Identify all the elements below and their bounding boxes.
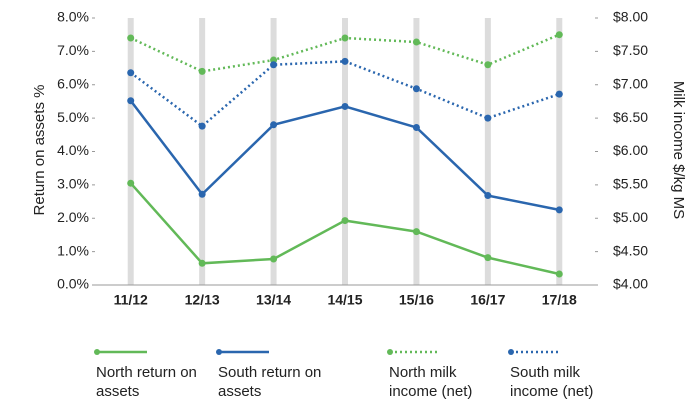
category-band: [199, 18, 206, 285]
y-tick-label: 0.0%: [57, 276, 89, 292]
y-tick-label: 1.0%: [57, 242, 89, 258]
data-point: [127, 69, 135, 77]
y-tick-label: 6.0%: [57, 75, 89, 91]
data-point: [198, 259, 206, 267]
y2-tick-label: $7.50: [613, 42, 648, 58]
data-point: [341, 34, 349, 42]
data-point: [555, 270, 563, 278]
data-point: [198, 67, 206, 75]
data-point: [484, 61, 492, 69]
data-point: [198, 190, 206, 198]
legend-label: South return on assets: [218, 364, 322, 400]
y-tick-label: 4.0%: [57, 142, 89, 158]
x-tick-label: 15/16: [399, 292, 434, 308]
data-point: [555, 206, 563, 214]
data-point: [484, 254, 492, 262]
y2-tick-label: $5.00: [613, 209, 648, 225]
data-point: [484, 192, 492, 200]
x-tick-label: 14/15: [327, 292, 362, 308]
y-tick-label: 2.0%: [57, 209, 89, 225]
y-tick-label: 3.0%: [57, 176, 89, 192]
data-point: [412, 85, 420, 93]
legend-label: North return on assets: [96, 364, 197, 400]
y2-axis-label: Milk income $/kg MS: [670, 81, 687, 219]
legend-marker: [216, 349, 222, 355]
data-point: [412, 38, 420, 46]
legend-marker: [387, 349, 393, 355]
data-point: [127, 34, 135, 42]
y2-tick-label: $7.00: [613, 75, 648, 91]
y-tick-label: 5.0%: [57, 109, 89, 125]
data-point: [270, 61, 278, 69]
y-tick-label: 8.0%: [57, 9, 89, 25]
data-point: [341, 217, 349, 225]
data-point: [341, 57, 349, 65]
data-point: [555, 31, 563, 39]
category-band: [270, 18, 277, 285]
legend-label: South milk income (net): [510, 364, 594, 400]
data-point: [484, 114, 492, 122]
y2-tick-label: $6.50: [613, 109, 648, 125]
data-point: [412, 228, 420, 236]
y-axis-label: Return on assets %: [31, 85, 48, 216]
x-tick-label: 16/17: [470, 292, 505, 308]
data-point: [270, 121, 278, 129]
x-tick-label: 17/18: [542, 292, 577, 308]
x-tick-label: 13/14: [256, 292, 291, 308]
y2-tick-label: $4.00: [613, 276, 648, 292]
legend-marker: [94, 349, 100, 355]
legend-marker: [508, 349, 514, 355]
legend-label: North milk income (net): [389, 364, 473, 400]
category-band: [484, 18, 491, 285]
data-point: [127, 97, 135, 105]
data-point: [270, 255, 278, 263]
data-point: [127, 179, 135, 187]
y2-tick-label: $5.50: [613, 176, 648, 192]
x-tick-label: 11/12: [114, 292, 148, 308]
data-point: [198, 122, 206, 130]
data-point: [341, 102, 349, 110]
category-band: [556, 18, 563, 285]
category-band: [127, 18, 134, 285]
x-tick-label: 12/13: [185, 292, 220, 308]
category-band: [342, 18, 348, 285]
y2-tick-label: $4.50: [613, 242, 648, 258]
category-band: [413, 18, 420, 285]
y-tick-label: 7.0%: [57, 42, 89, 58]
y2-tick-label: $8.00: [613, 9, 648, 25]
data-point: [412, 123, 420, 131]
y2-tick-label: $6.00: [613, 142, 648, 158]
data-point: [555, 90, 563, 98]
